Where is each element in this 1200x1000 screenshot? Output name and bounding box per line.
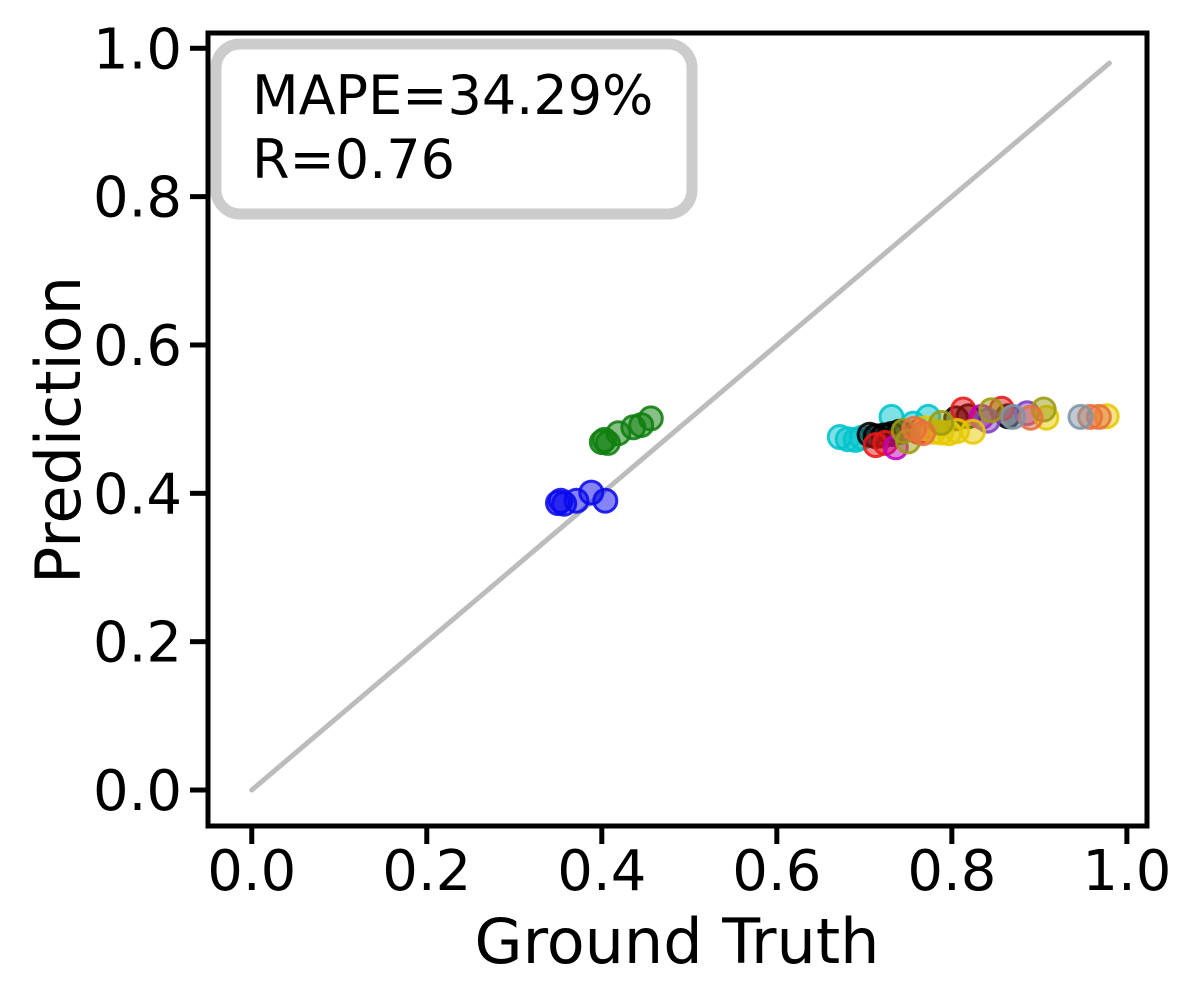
y-tick-label: 0.0 [93, 759, 182, 824]
identity-line [249, 60, 1112, 793]
scatter-point-orange [910, 420, 936, 447]
y-axis-ticks: 0.0 0.2 0.4 0.6 0.8 1.0 [93, 17, 206, 824]
scatter-point-blue [592, 487, 619, 514]
x-axis-ticks: 0.0 0.2 0.4 0.6 0.8 1.0 [207, 828, 1171, 904]
x-tick-label: 1.0 [1082, 839, 1171, 904]
x-tick-label: 0.6 [732, 839, 821, 904]
x-tick-label: 0.4 [557, 839, 646, 904]
x-tick-label: 0.0 [207, 839, 296, 904]
y-tick-label: 0.8 [93, 166, 182, 231]
scatter-point-gray-blue [1067, 403, 1094, 430]
scatter-point-green [637, 405, 664, 432]
x-tick-label: 0.2 [382, 839, 471, 904]
y-axis-label: Prediction [22, 276, 95, 584]
scatter-points-layer [545, 395, 1120, 517]
annotation-r-text: R=0.76 [252, 128, 455, 191]
plot-border-spines [205, 30, 1150, 829]
y-tick-label: 0.4 [93, 462, 182, 527]
annotation-box-border [210, 38, 698, 220]
annotation-box: MAPE=34.29% R=0.76 [210, 38, 698, 220]
scatter-point-olive [978, 397, 1005, 424]
annotation-mape-text: MAPE=34.29% [252, 64, 653, 127]
x-tick-label: 0.8 [907, 839, 996, 904]
y-tick-label: 1.0 [93, 17, 182, 82]
y-tick-label: 0.6 [93, 314, 182, 379]
scatter-point-yellow [959, 418, 986, 445]
scatter-point-gray-blue [1000, 403, 1027, 430]
x-axis-label: Ground Truth [475, 905, 880, 978]
y-tick-label: 0.2 [93, 611, 182, 676]
